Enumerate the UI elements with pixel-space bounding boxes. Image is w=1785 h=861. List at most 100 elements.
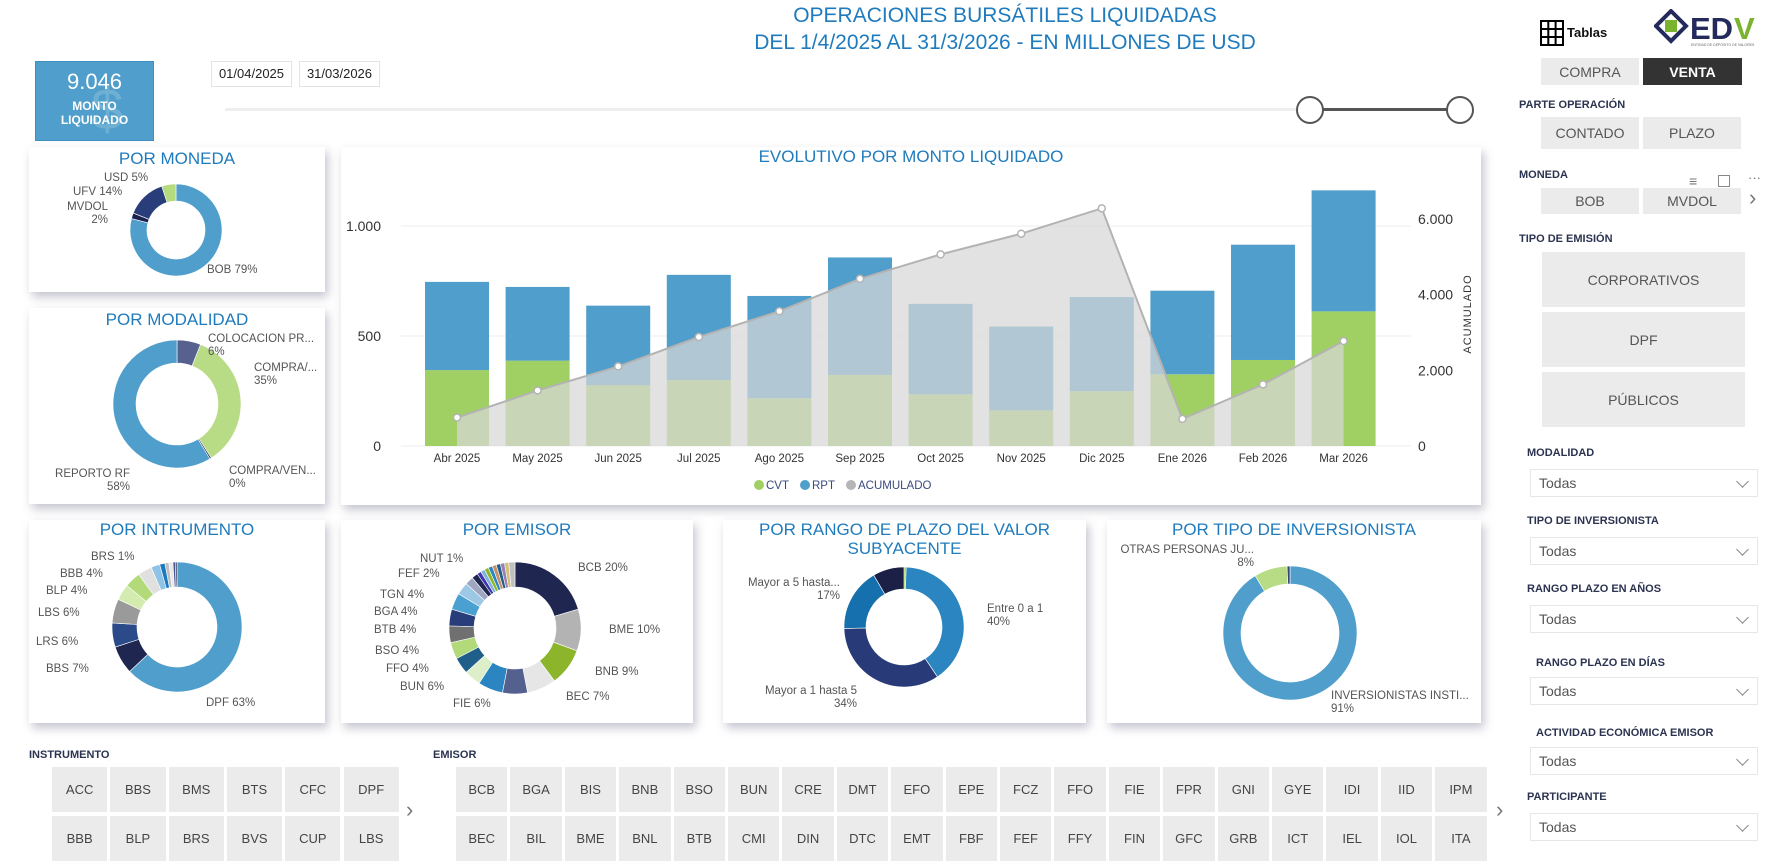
slicer-tile-cup[interactable]: CUP (285, 816, 341, 861)
bar-rpt[interactable] (1311, 190, 1376, 312)
slicer-tile-iol[interactable]: IOL (1380, 816, 1433, 861)
bar-rpt[interactable] (505, 286, 570, 361)
date-slider-track[interactable] (225, 108, 1461, 111)
legend-label[interactable]: ACUMULADO (858, 480, 932, 492)
slicer-tile-cmi[interactable]: CMI (728, 816, 780, 861)
dpf-button[interactable]: DPF (1542, 312, 1745, 367)
acumulado-point[interactable] (452, 413, 462, 422)
slicer-tile-bcb[interactable]: BCB (456, 767, 508, 812)
legend-label[interactable]: RPT (812, 480, 835, 492)
slicer-tile-gye[interactable]: GYE (1272, 767, 1324, 812)
date-slider-end-handle[interactable] (1446, 96, 1474, 124)
compra-toggle[interactable]: COMPRA (1541, 58, 1639, 85)
contado-button[interactable]: CONTADO (1541, 117, 1639, 149)
slicer-tile-iid[interactable]: IID (1380, 767, 1433, 812)
acumulado-point[interactable] (694, 332, 704, 342)
rango-anos-dropdown[interactable]: Todas (1530, 605, 1758, 633)
slicer-tile-bso[interactable]: BSO (673, 767, 725, 812)
end-date-input[interactable]: 31/03/2026 (299, 61, 380, 87)
bar-rpt[interactable] (425, 281, 489, 371)
table-grid-icon[interactable] (1540, 20, 1564, 46)
slicer-tile-fbf[interactable]: FBF (945, 816, 997, 861)
slicer-tile-acc[interactable]: ACC (52, 767, 108, 812)
slicer-tile-dtc[interactable]: DTC (836, 816, 889, 861)
slicer-tile-efo[interactable]: EFO (891, 767, 943, 812)
more-options-icon[interactable]: ··· (1748, 170, 1761, 185)
slicer-tile-bga[interactable]: BGA (510, 767, 562, 812)
acumulado-point[interactable] (936, 250, 945, 259)
slicer-tile-dpf[interactable]: DPF (343, 767, 399, 812)
slicer-tile-fie[interactable]: FIE (1108, 767, 1161, 812)
focus-mode-icon[interactable] (1718, 175, 1730, 187)
acumulado-point[interactable] (855, 274, 865, 284)
slicer-tile-bvs[interactable]: BVS (226, 816, 283, 861)
slicer-tile-btb[interactable]: BTB (673, 816, 725, 861)
plazo-button[interactable]: PLAZO (1643, 117, 1741, 149)
slicer-tile-bbb[interactable]: BBB (52, 816, 108, 861)
slicer-tile-bbs[interactable]: BBS (110, 767, 166, 812)
slicer-tile-fin[interactable]: FIN (1108, 816, 1161, 861)
slicer-tile-emt[interactable]: EMT (891, 816, 943, 861)
slicer-tile-idi[interactable]: IDI (1326, 767, 1378, 812)
slicer-tile-ffy[interactable]: FFY (1054, 816, 1106, 861)
acumulado-point[interactable] (613, 362, 623, 371)
slicer-tile-fef[interactable]: FEF (1000, 816, 1052, 861)
slicer-tile-bis[interactable]: BIS (564, 767, 617, 812)
instrumento-next-arrow-icon[interactable]: › (406, 797, 414, 822)
participante-dropdown[interactable]: Todas (1530, 813, 1758, 841)
x-tick-label: Sep 2025 (835, 453, 884, 465)
tables-link[interactable]: Tablas (1567, 25, 1608, 40)
slicer-tile-bme[interactable]: BME (564, 816, 617, 861)
slicer-tile-epe[interactable]: EPE (945, 767, 997, 812)
corporativos-button[interactable]: CORPORATIVOS (1542, 252, 1745, 307)
acumulado-point[interactable] (1258, 380, 1268, 389)
slicer-tile-gni[interactable]: GNI (1217, 767, 1269, 812)
acumulado-point[interactable] (1178, 414, 1187, 424)
slicer-tile-blp[interactable]: BLP (110, 816, 166, 861)
acumulado-point[interactable] (775, 306, 784, 316)
slicer-tile-cfc[interactable]: CFC (285, 767, 341, 812)
start-date-input[interactable]: 01/04/2025 (211, 61, 292, 87)
slicer-tile-ipm[interactable]: IPM (1435, 767, 1487, 812)
bob-button[interactable]: BOB (1541, 188, 1639, 214)
slicer-tile-fcz[interactable]: FCZ (1000, 767, 1052, 812)
slicer-tile-brs[interactable]: BRS (168, 816, 224, 861)
legend-label[interactable]: CVT (766, 480, 789, 492)
slicer-tile-bnl[interactable]: BNL (619, 816, 671, 861)
venta-toggle[interactable]: VENTA (1643, 58, 1742, 85)
bar-rpt[interactable] (1150, 290, 1215, 375)
slicer-tile-grb[interactable]: GRB (1217, 816, 1269, 861)
rango-dias-dropdown[interactable]: Todas (1530, 677, 1758, 705)
slicer-tile-ita[interactable]: ITA (1435, 816, 1487, 861)
acumulado-point[interactable] (1016, 229, 1026, 238)
actividad-economica-dropdown[interactable]: Todas (1530, 747, 1758, 775)
slicer-tile-ffo[interactable]: FFO (1054, 767, 1106, 812)
slicer-tile-lbs[interactable]: LBS (343, 816, 399, 861)
slicer-tile-din[interactable]: DIN (782, 816, 834, 861)
acumulado-point[interactable] (533, 386, 542, 395)
pie-label-bcb: BCB 20% (578, 562, 628, 574)
slicer-tile-fpr[interactable]: FPR (1163, 767, 1215, 812)
moneda-next-arrow-icon[interactable]: › (1749, 185, 1757, 210)
slicer-tile-ict[interactable]: ICT (1272, 816, 1324, 861)
bar-rpt[interactable] (1231, 244, 1295, 360)
slicer-tile-gfc[interactable]: GFC (1163, 816, 1215, 861)
slicer-tile-cre[interactable]: CRE (782, 767, 834, 812)
slicer-tile-bec[interactable]: BEC (456, 816, 508, 861)
date-slider-start-handle[interactable] (1296, 96, 1324, 124)
slicer-tile-iel[interactable]: IEL (1326, 816, 1378, 861)
slicer-tile-bnb[interactable]: BNB (619, 767, 671, 812)
filter-icon[interactable]: ≡ (1689, 173, 1698, 189)
slicer-tile-bil[interactable]: BIL (510, 816, 562, 861)
slicer-tile-dmt[interactable]: DMT (836, 767, 889, 812)
modalidad-dropdown[interactable]: Todas (1530, 469, 1758, 497)
acumulado-point[interactable] (1097, 204, 1107, 213)
publicos-button[interactable]: PÚBLICOS (1542, 372, 1745, 427)
slicer-tile-bms[interactable]: BMS (168, 767, 224, 812)
slicer-tile-bun[interactable]: BUN (728, 767, 780, 812)
mvdol-button[interactable]: MVDOL (1643, 188, 1741, 214)
acumulado-point[interactable] (1339, 336, 1348, 346)
emisor-next-arrow-icon[interactable]: › (1496, 797, 1504, 822)
tipo-inversionista-dropdown[interactable]: Todas (1530, 537, 1758, 565)
slicer-tile-bts[interactable]: BTS (226, 767, 283, 812)
